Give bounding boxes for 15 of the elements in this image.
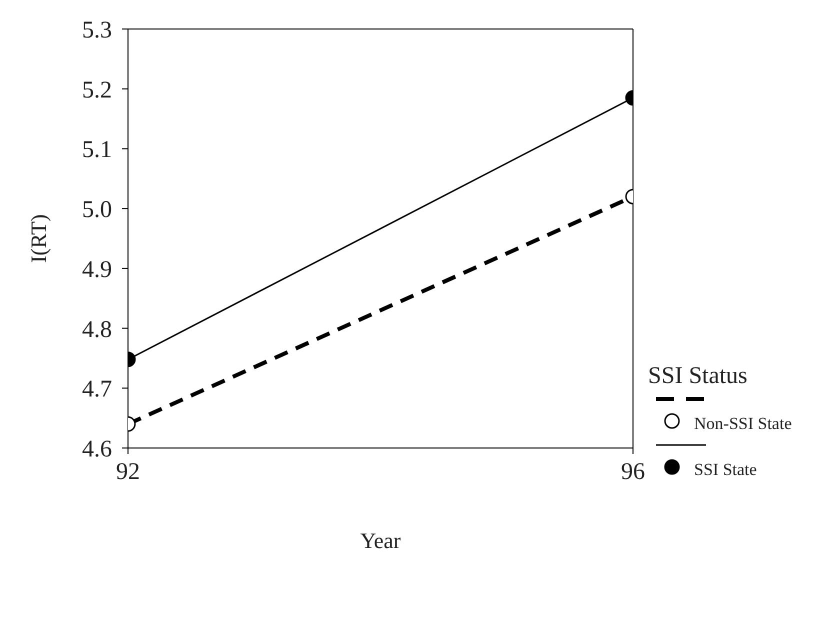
legend-label: Non-SSI State [694, 414, 792, 434]
y-tick-label: 4.7 [82, 376, 112, 403]
legend-label: SSI State [694, 460, 757, 480]
y-axis-title: I(RT) [26, 214, 51, 263]
x-tick-label: 92 [116, 459, 140, 486]
y-tick-label: 5.0 [82, 197, 112, 224]
y-tick-label: 4.9 [82, 256, 112, 283]
x-tick-label: 96 [621, 459, 645, 486]
y-tick-label: 5.1 [82, 137, 112, 164]
x-axis-title: Year [360, 528, 402, 553]
y-tick-label: 4.6 [82, 436, 112, 463]
y-tick-label: 4.8 [82, 316, 112, 343]
y-tick-label: 5.2 [82, 77, 112, 104]
y-tick-label: 5.3 [82, 18, 112, 44]
legend-title: SSI Status [648, 363, 748, 390]
